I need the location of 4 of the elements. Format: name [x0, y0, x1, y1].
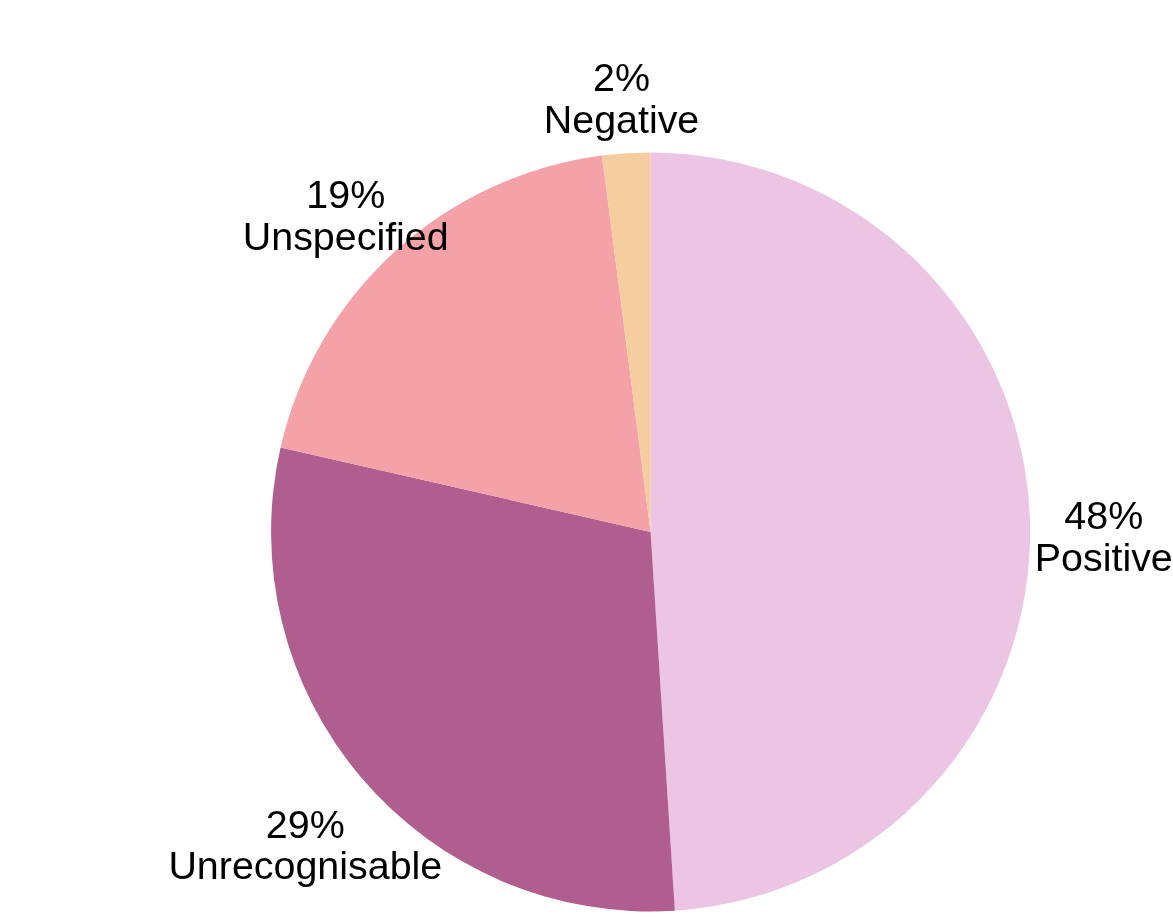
pie-slice: [602, 152, 651, 532]
data-label: 29%: [265, 801, 345, 846]
pie-slice: [650, 152, 1030, 911]
slice-label: Unrecognisable: [168, 843, 443, 888]
